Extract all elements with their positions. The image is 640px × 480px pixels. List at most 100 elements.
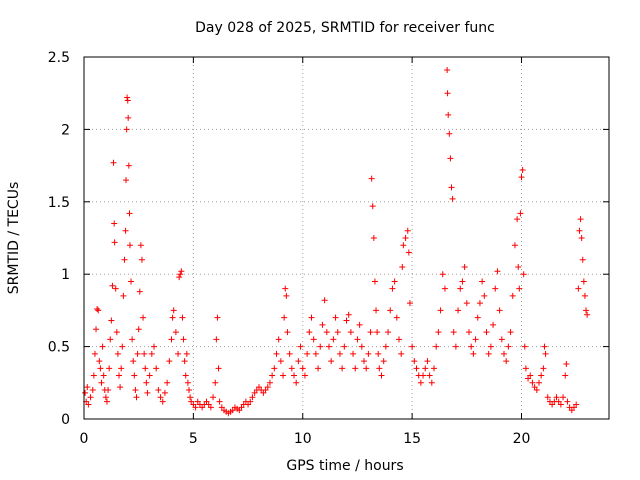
data-point [123, 177, 129, 184]
data-point [521, 343, 528, 350]
data-point [433, 343, 440, 350]
data-point [564, 398, 571, 405]
x-tick-label: 5 [189, 431, 198, 447]
data-point [97, 365, 104, 372]
data-point [295, 358, 302, 365]
data-point [125, 114, 132, 121]
data-point [452, 343, 459, 350]
data-point [124, 94, 131, 101]
data-point [114, 350, 121, 357]
data-point [249, 394, 256, 401]
data-point [356, 321, 363, 328]
data-point [215, 365, 222, 372]
data-point [111, 239, 118, 246]
data-point [100, 372, 107, 379]
data-point [573, 401, 580, 408]
x-axis-label: GPS time / hours [286, 458, 403, 474]
data-point [87, 394, 94, 401]
data-point [417, 379, 424, 386]
data-point [501, 350, 507, 357]
data-point [389, 285, 396, 292]
data-point [350, 350, 357, 357]
data-point [563, 360, 570, 367]
data-point [161, 389, 168, 396]
data-point [264, 384, 271, 391]
data-point [520, 271, 527, 278]
data-point [214, 314, 221, 321]
data-point [339, 365, 346, 372]
data-point [405, 249, 412, 256]
data-point [409, 343, 416, 350]
data-point [308, 314, 315, 321]
data-point [393, 314, 400, 321]
data-point [210, 394, 217, 401]
data-point [126, 210, 133, 217]
data-point [271, 365, 278, 372]
data-point [398, 350, 405, 357]
data-point [435, 329, 442, 336]
data-point [476, 300, 483, 307]
data-point [184, 379, 191, 386]
data-point [84, 384, 91, 391]
data-point [553, 394, 560, 401]
data-point [192, 404, 199, 411]
data-point [306, 329, 313, 336]
data-point [96, 358, 103, 365]
data-point [369, 203, 376, 210]
data-point [166, 358, 173, 365]
data-point [130, 358, 137, 365]
data-point [444, 90, 451, 97]
data-point [146, 372, 153, 379]
data-point [536, 379, 542, 386]
data-point [323, 329, 330, 336]
data-point [494, 268, 501, 275]
data-point [117, 384, 124, 391]
data-point [291, 372, 297, 379]
data-point [128, 278, 135, 285]
data-point [367, 329, 374, 336]
data-point [345, 311, 352, 318]
data-point [578, 235, 585, 241]
data-point [399, 263, 406, 270]
data-point [516, 285, 523, 292]
data-point [336, 350, 343, 357]
data-point [373, 307, 380, 314]
data-point [470, 350, 477, 357]
data-point [172, 329, 179, 336]
data-point [472, 336, 479, 343]
data-point [273, 350, 280, 357]
data-point [315, 365, 322, 372]
data-point [108, 317, 115, 324]
data-point [461, 263, 468, 270]
data-point [330, 336, 337, 343]
data-point [446, 130, 453, 137]
x-tick-label: 10 [294, 431, 312, 447]
data-point [132, 387, 139, 394]
data-point [120, 292, 127, 299]
data-point [129, 336, 136, 343]
data-point [143, 379, 150, 386]
grid-lines [84, 57, 609, 419]
data-point [105, 387, 112, 394]
data-point [463, 300, 470, 307]
data-point [527, 372, 534, 379]
data-point [317, 343, 324, 350]
data-point [119, 343, 126, 350]
data-point [282, 285, 289, 292]
data-point [581, 292, 588, 299]
data-point [140, 314, 147, 321]
data-point [134, 350, 141, 357]
data-point [125, 162, 132, 169]
data-point [457, 285, 464, 292]
data-point [509, 292, 516, 299]
y-tick-label: 0 [61, 412, 70, 428]
data-point [118, 365, 125, 372]
data-point [576, 227, 583, 234]
data-point [579, 256, 586, 263]
y-tick-label: 0.5 [48, 340, 70, 356]
data-point [444, 67, 451, 74]
data-point [138, 256, 145, 263]
data-point [375, 350, 382, 357]
data-point [332, 314, 339, 321]
data-point [341, 343, 348, 350]
